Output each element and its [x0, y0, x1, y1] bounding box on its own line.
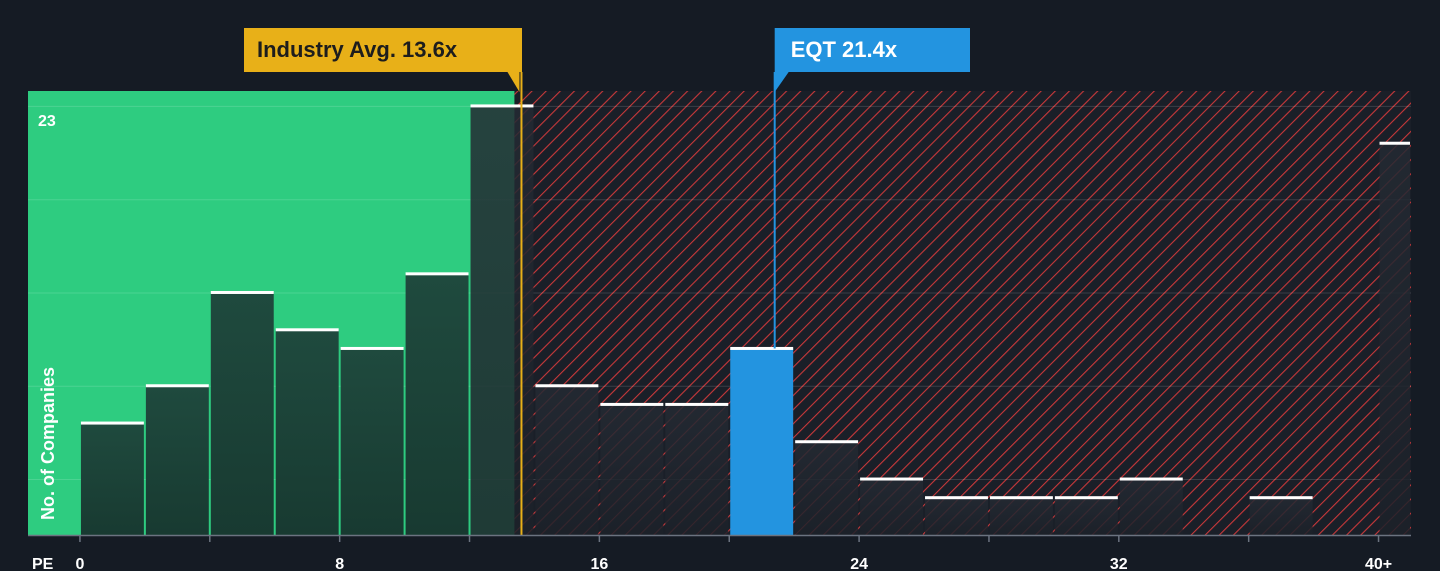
x-tick-label: 32	[1110, 556, 1128, 571]
industry-avg-callout	[244, 28, 522, 92]
company-label: EQT 21.4x	[791, 37, 898, 62]
bar-cap	[340, 346, 404, 350]
histogram-bar	[665, 404, 729, 535]
histogram-bar	[80, 423, 144, 535]
bar-cap	[600, 402, 664, 406]
bar-cap	[925, 496, 988, 500]
bar-cap	[1054, 496, 1118, 500]
bar-cap	[795, 440, 859, 444]
bar-cap	[535, 384, 599, 388]
histogram-bar	[275, 329, 339, 535]
company-callout	[774, 28, 970, 92]
bar-cap	[405, 272, 469, 276]
bar-cap	[210, 290, 274, 294]
histogram-bar	[1379, 143, 1410, 535]
bar-cap	[80, 421, 144, 425]
x-tick-label: 0	[75, 556, 84, 571]
bar-cap	[1119, 477, 1183, 481]
histogram-bar	[925, 497, 988, 535]
overvalued-zone	[514, 91, 1411, 535]
bar-cap	[860, 477, 924, 481]
histogram-bar	[1119, 479, 1183, 535]
bar-cap	[730, 346, 794, 350]
histogram-bar	[535, 385, 599, 535]
bar-cap	[275, 328, 339, 332]
y-axis-title: No. of Companies	[38, 367, 58, 520]
histogram-bar	[470, 105, 534, 535]
histogram-bar	[860, 479, 924, 535]
histogram-bar	[405, 273, 469, 535]
bar-cap	[989, 496, 1053, 500]
histogram-bar	[145, 385, 209, 535]
histogram-bar	[989, 497, 1053, 535]
histogram-bar	[600, 404, 664, 535]
bar-cap	[1249, 496, 1313, 500]
x-tick-label: 8	[335, 556, 344, 571]
x-tick-label: 40+	[1365, 556, 1392, 571]
x-axis-title: PE	[32, 556, 54, 571]
histogram-bar	[795, 441, 859, 535]
bar-cap	[145, 384, 209, 388]
histogram-bar	[340, 348, 404, 535]
x-tick-label: 16	[590, 556, 608, 571]
histogram-bar	[210, 292, 274, 535]
industry-avg-label: Industry Avg. 13.6x	[257, 37, 458, 62]
y-tick-label: 23	[38, 113, 56, 130]
bar-cap	[470, 104, 534, 108]
bar-cap	[665, 402, 729, 406]
histogram-bar	[1054, 497, 1118, 535]
histogram-bar	[730, 348, 794, 535]
bar-cap	[1379, 141, 1410, 145]
x-tick-label: 24	[850, 556, 868, 571]
histogram-bar	[1249, 497, 1313, 535]
